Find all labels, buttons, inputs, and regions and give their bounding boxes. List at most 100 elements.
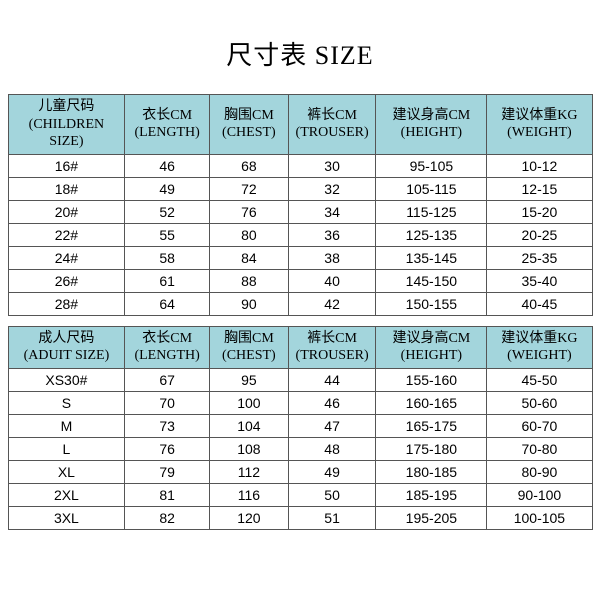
table-header: 裤长CM(TROUSER) [288,95,376,155]
table-cell: M [8,414,125,437]
adult-size-table: 成人尺码(ADUIT SIZE)衣长CM(LENGTH)胸围CM(CHEST)裤… [8,326,593,530]
table-header: 儿童尺码(CHILDREN SIZE) [8,95,125,155]
table-cell: 61 [125,269,210,292]
table-row: 18#497232105-11512-15 [8,177,592,200]
table-cell: 95-105 [376,154,487,177]
table-cell: 116 [209,483,288,506]
table-header: 建议身高CM(HEIGHT) [376,95,487,155]
table-cell: 195-205 [376,506,487,529]
page-title: 尺寸表 SIZE [8,35,593,72]
table-cell: 84 [209,246,288,269]
table-cell: 70-80 [487,437,592,460]
table-cell: 49 [125,177,210,200]
table-header: 建议体重KG(WEIGHT) [487,95,592,155]
table-cell: 28# [8,292,125,315]
table-header: 裤长CM(TROUSER) [288,326,376,368]
table-cell: 108 [209,437,288,460]
table-cell: 60-70 [487,414,592,437]
table-cell: 100-105 [487,506,592,529]
table-cell: 3XL [8,506,125,529]
table-cell: 80-90 [487,460,592,483]
table-cell: 72 [209,177,288,200]
table-header: 成人尺码(ADUIT SIZE) [8,326,125,368]
table-header: 建议身高CM(HEIGHT) [376,326,487,368]
table-header: 衣长CM(LENGTH) [125,326,210,368]
table-cell: 112 [209,460,288,483]
table-cell: 67 [125,368,210,391]
table-cell: 104 [209,414,288,437]
table-cell: 165-175 [376,414,487,437]
table-cell: 20# [8,200,125,223]
table-cell: 160-165 [376,391,487,414]
table-cell: 36 [288,223,376,246]
table-cell: 115-125 [376,200,487,223]
table-cell: 70 [125,391,210,414]
table-header: 胸围CM(CHEST) [209,326,288,368]
table-row: 2XL8111650185-19590-100 [8,483,592,506]
table-cell: 50-60 [487,391,592,414]
table-cell: 50 [288,483,376,506]
table-cell: 47 [288,414,376,437]
table-cell: 155-160 [376,368,487,391]
table-cell: 10-12 [487,154,592,177]
table-cell: 120 [209,506,288,529]
table-cell: 46 [125,154,210,177]
table-row: L7610848175-18070-80 [8,437,592,460]
table-cell: 25-35 [487,246,592,269]
table-cell: 95 [209,368,288,391]
table-cell: 100 [209,391,288,414]
table-cell: 16# [8,154,125,177]
table-row: 3XL8212051195-205100-105 [8,506,592,529]
table-cell: 32 [288,177,376,200]
table-cell: 79 [125,460,210,483]
table-cell: 80 [209,223,288,246]
table-cell: 76 [125,437,210,460]
table-cell: 150-155 [376,292,487,315]
table-cell: 30 [288,154,376,177]
table-cell: 22# [8,223,125,246]
table-cell: 68 [209,154,288,177]
table-row: XS30#679544155-16045-50 [8,368,592,391]
table-row: 26#618840145-15035-40 [8,269,592,292]
table-cell: 20-25 [487,223,592,246]
table-cell: L [8,437,125,460]
table-row: XL7911249180-18580-90 [8,460,592,483]
table-cell: 24# [8,246,125,269]
table-cell: 45-50 [487,368,592,391]
table-cell: 38 [288,246,376,269]
table-cell: 49 [288,460,376,483]
table-cell: 125-135 [376,223,487,246]
table-cell: 48 [288,437,376,460]
table-cell: 51 [288,506,376,529]
table-cell: XS30# [8,368,125,391]
table-cell: 135-145 [376,246,487,269]
table-header: 胸围CM(CHEST) [209,95,288,155]
table-cell: 76 [209,200,288,223]
table-cell: 18# [8,177,125,200]
table-row: 16#46683095-10510-12 [8,154,592,177]
table-cell: XL [8,460,125,483]
table-cell: 42 [288,292,376,315]
table-cell: 40 [288,269,376,292]
table-cell: 44 [288,368,376,391]
table-cell: 55 [125,223,210,246]
table-cell: 175-180 [376,437,487,460]
table-cell: 81 [125,483,210,506]
table-cell: 90 [209,292,288,315]
table-cell: 73 [125,414,210,437]
table-cell: 64 [125,292,210,315]
table-cell: 88 [209,269,288,292]
table-cell: 40-45 [487,292,592,315]
table-cell: 90-100 [487,483,592,506]
table-row: 20#527634115-12515-20 [8,200,592,223]
table-cell: 15-20 [487,200,592,223]
table-cell: 12-15 [487,177,592,200]
table-cell: 58 [125,246,210,269]
table-row: S7010046160-16550-60 [8,391,592,414]
table-cell: 46 [288,391,376,414]
table-header: 衣长CM(LENGTH) [125,95,210,155]
table-cell: 52 [125,200,210,223]
table-cell: 145-150 [376,269,487,292]
table-cell: 35-40 [487,269,592,292]
table-row: 28#649042150-15540-45 [8,292,592,315]
